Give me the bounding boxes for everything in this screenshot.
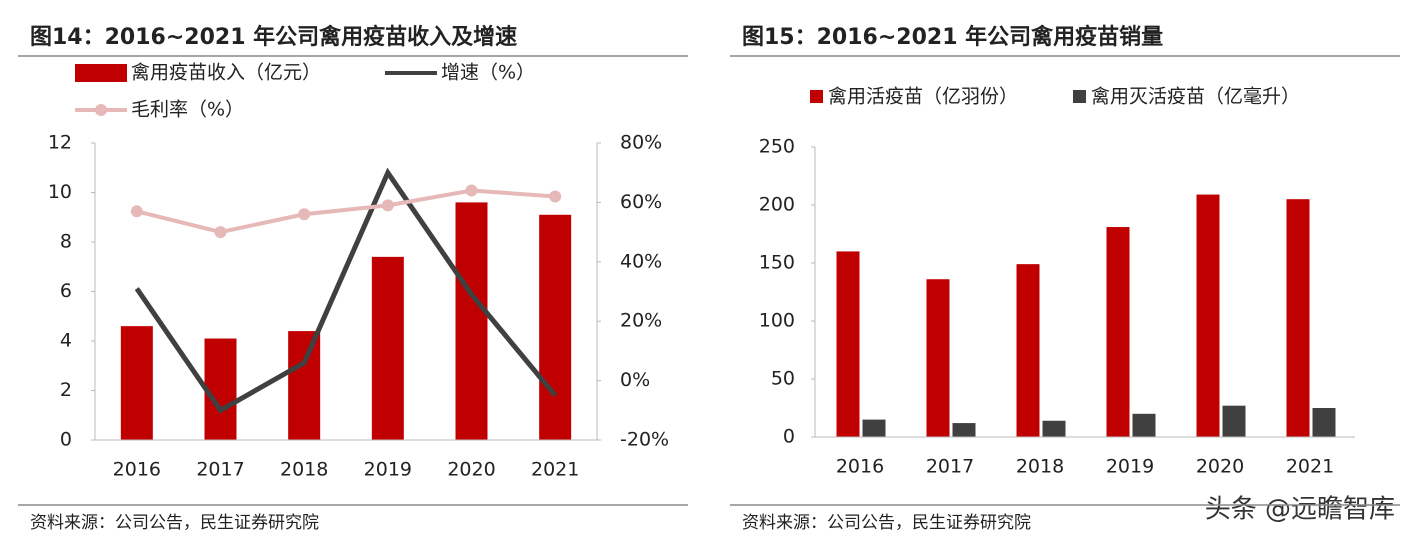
bar bbox=[1286, 199, 1310, 437]
legend-swatch bbox=[1073, 90, 1086, 103]
bar bbox=[952, 423, 976, 437]
watermark: 头条 @远瞻智库 bbox=[1205, 495, 1395, 525]
x-tick-label: 2020 bbox=[447, 459, 495, 481]
x-tick-label: 2021 bbox=[531, 459, 579, 481]
x-tick-label: 2016 bbox=[113, 459, 161, 481]
bar bbox=[1222, 405, 1246, 437]
line-marker bbox=[465, 184, 478, 197]
y-tick-label: 200 bbox=[759, 194, 795, 216]
legend-swatch bbox=[810, 90, 823, 103]
y2-tick-label: 40% bbox=[620, 250, 662, 272]
y-tick-label: 12 bbox=[48, 132, 72, 154]
x-tick-label: 2020 bbox=[1196, 456, 1244, 478]
line-marker bbox=[214, 226, 227, 239]
y2-tick-label: 20% bbox=[620, 310, 662, 332]
legend-swatch bbox=[75, 64, 127, 82]
y-tick-label: 0 bbox=[783, 426, 795, 448]
bar bbox=[1106, 227, 1130, 437]
bar bbox=[862, 419, 886, 437]
source-note: 资料来源：公司公告，民生证券研究院 bbox=[30, 513, 319, 533]
line-marker bbox=[298, 208, 311, 221]
y-tick-label: 0 bbox=[60, 429, 72, 451]
bar bbox=[1042, 420, 1066, 437]
bar bbox=[1196, 194, 1220, 437]
x-tick-label: 2016 bbox=[836, 456, 884, 478]
y2-tick-label: 60% bbox=[620, 191, 662, 213]
y2-tick-label: 0% bbox=[620, 369, 650, 391]
y-tick-label: 100 bbox=[759, 310, 795, 332]
bar bbox=[120, 326, 153, 440]
bar bbox=[539, 214, 572, 440]
y-tick-label: 6 bbox=[60, 280, 72, 302]
line-marker bbox=[549, 190, 562, 203]
y2-tick-label: 80% bbox=[620, 132, 662, 154]
y-tick-label: 150 bbox=[759, 252, 795, 274]
bar bbox=[288, 331, 321, 440]
chart-title: 图14：2016~2021 年公司禽用疫苗收入及增速 bbox=[30, 24, 517, 50]
x-tick-label: 2019 bbox=[364, 459, 412, 481]
source-note: 资料来源：公司公告，民生证券研究院 bbox=[742, 513, 1031, 533]
y-tick-label: 50 bbox=[771, 368, 795, 390]
y2-tick-label: -20% bbox=[620, 429, 669, 451]
legend-label: 毛利率（%） bbox=[131, 99, 244, 121]
bar bbox=[1132, 413, 1156, 437]
line-series bbox=[136, 188, 556, 235]
legend-label: 禽用活疫苗（亿羽份） bbox=[828, 86, 1018, 108]
legend-label: 增速（%） bbox=[441, 62, 535, 84]
bar bbox=[455, 202, 488, 440]
x-tick-label: 2019 bbox=[1106, 456, 1154, 478]
legend-marker bbox=[95, 104, 107, 116]
y-tick-label: 10 bbox=[48, 181, 72, 203]
x-tick-label: 2017 bbox=[926, 456, 974, 478]
legend-label: 禽用灭活疫苗（亿毫升） bbox=[1091, 86, 1300, 108]
line-series bbox=[134, 167, 558, 414]
x-tick-label: 2017 bbox=[196, 459, 244, 481]
y-tick-label: 2 bbox=[60, 379, 72, 401]
bar bbox=[204, 338, 237, 440]
y-tick-label: 4 bbox=[60, 330, 72, 352]
x-tick-label: 2018 bbox=[280, 459, 328, 481]
bar bbox=[926, 279, 950, 437]
x-tick-label: 2021 bbox=[1286, 456, 1334, 478]
bar bbox=[1016, 264, 1040, 437]
legend-label: 禽用疫苗收入（亿元） bbox=[131, 62, 321, 84]
y-tick-label: 250 bbox=[759, 136, 795, 158]
bar bbox=[1312, 408, 1336, 437]
y-tick-label: 8 bbox=[60, 231, 72, 253]
bar bbox=[371, 256, 404, 440]
x-tick-label: 2018 bbox=[1016, 456, 1064, 478]
line-marker bbox=[130, 205, 143, 218]
line-marker bbox=[381, 199, 394, 212]
bar bbox=[836, 251, 860, 437]
chart-title: 图15：2016~2021 年公司禽用疫苗销量 bbox=[742, 24, 1163, 50]
